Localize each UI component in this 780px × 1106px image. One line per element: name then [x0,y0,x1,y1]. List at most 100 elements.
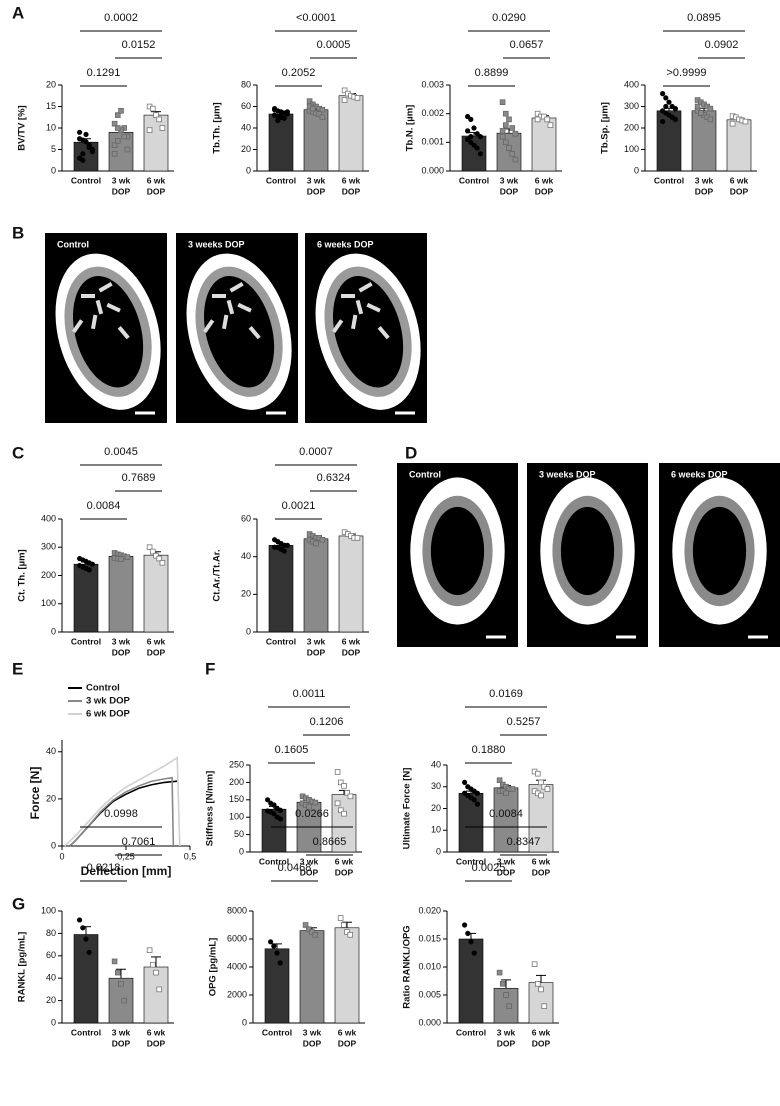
bar [108,555,134,633]
data-point [146,127,153,133]
trabecula [221,314,229,330]
panel-letter: C [12,443,24,462]
trabecula [212,294,226,298]
data-point [271,811,277,817]
data-point [309,105,316,112]
data-point [672,116,679,122]
y-tick-label: 300 [41,542,56,552]
data-point [506,1003,512,1009]
x-tick-label: DOP [112,647,131,657]
data-point [77,129,83,135]
trabecula [355,299,364,315]
bone-marrow [692,506,747,596]
data-point [83,139,89,145]
image-panel: 3 weeks DOP [527,463,648,647]
p-value: 0.0152 [122,39,156,51]
y-tick-label: 20 [46,995,56,1005]
bar [303,538,329,633]
bar-chart: 0.000 0.005 0.010 0.015 0.020 Ratio RANKL/OPG… [402,808,559,1048]
data-point [124,146,131,153]
trabecula [95,299,104,315]
y-axis-label: Tb.N. [µm] [405,105,416,152]
trabecula [350,314,358,330]
bone-marrow [430,506,485,596]
data-point [538,792,544,799]
y-tick-label: 0 [51,165,56,175]
data-point [156,555,163,562]
y-tick-label: 0 [242,1017,247,1027]
data-point [471,950,477,956]
data-point [535,981,541,987]
data-point [118,108,124,114]
p-value: 0.0218 [87,862,121,874]
y-tick-label: 150 [229,794,244,804]
y-axis-label: Tb.Th. [µm] [212,102,223,153]
x-tick-label: DOP [335,867,354,877]
y-tick-label: 60 [46,950,56,960]
image-label: Control [409,469,441,479]
p-value: 0.0021 [282,500,316,512]
bone-marrow [560,506,615,596]
y-tick-label: 20 [46,79,56,89]
data-point [506,145,512,151]
y-tick-label: 15 [46,101,56,111]
y-tick-label: 0 [51,626,56,636]
p-value: 0.0045 [104,446,138,458]
x-tick-label: DOP [342,186,361,196]
panel-letter: B [12,223,24,242]
x-tick-label: DOP [338,1038,357,1048]
data-point [477,151,483,157]
y-tick-label: 0 [51,840,56,850]
data-point [89,146,95,153]
x-tick-label: 3 wk [303,1027,322,1037]
data-point [153,112,159,118]
x-tick-label: Control [456,1027,486,1037]
data-point [468,116,474,122]
trabecula [117,325,130,340]
bone-marrow [72,276,144,388]
data-point [111,142,118,149]
trabecula [203,319,215,334]
data-point [272,107,278,113]
y-tick-label: 0 [239,846,244,856]
data-point [663,103,669,110]
data-point [284,109,290,115]
data-point [268,939,274,945]
data-point [115,125,121,131]
image-label: 6 weeks DOP [317,239,374,249]
bar [458,938,484,1024]
y-axis-label: Tb.Sp. [µm] [600,102,611,154]
image-panel: 6 weeks DOP [659,463,780,647]
data-point [341,810,347,817]
x-tick-label: 3 wk [497,856,516,866]
x-tick-label: Control [654,175,684,185]
data-point [672,106,679,112]
x-tick-label: 6 wk [338,1027,357,1037]
trabecula [229,282,244,293]
bar [458,792,484,853]
p-value: 0.0468 [278,862,312,874]
data-point [83,131,89,138]
data-point [474,801,480,807]
y-tick-label: 60 [241,101,251,111]
x-tick-label: DOP [497,867,516,877]
y-axis-label: Ct. Th. [µm] [17,549,28,601]
bone-marrow [203,276,275,388]
y-axis-label: Stiffness [N/mm] [205,771,216,846]
p-value: <0.0001 [296,12,336,24]
image-label: 3 weeks DOP [188,239,245,249]
data-point [83,936,89,942]
x-tick-label: 3 wk [300,856,319,866]
x-tick-label: DOP [532,867,551,877]
data-point [111,958,118,965]
p-value: 0.5257 [507,716,541,728]
trabecula [377,325,390,340]
x-tick-label: DOP [307,186,326,196]
y-tick-label: 0.010 [418,961,441,971]
data-point [316,111,322,117]
y-tick-label: 5 [51,144,56,154]
bar [143,554,169,633]
x-tick-label: 0 [59,851,64,861]
x-tick-label: Control [71,636,101,646]
